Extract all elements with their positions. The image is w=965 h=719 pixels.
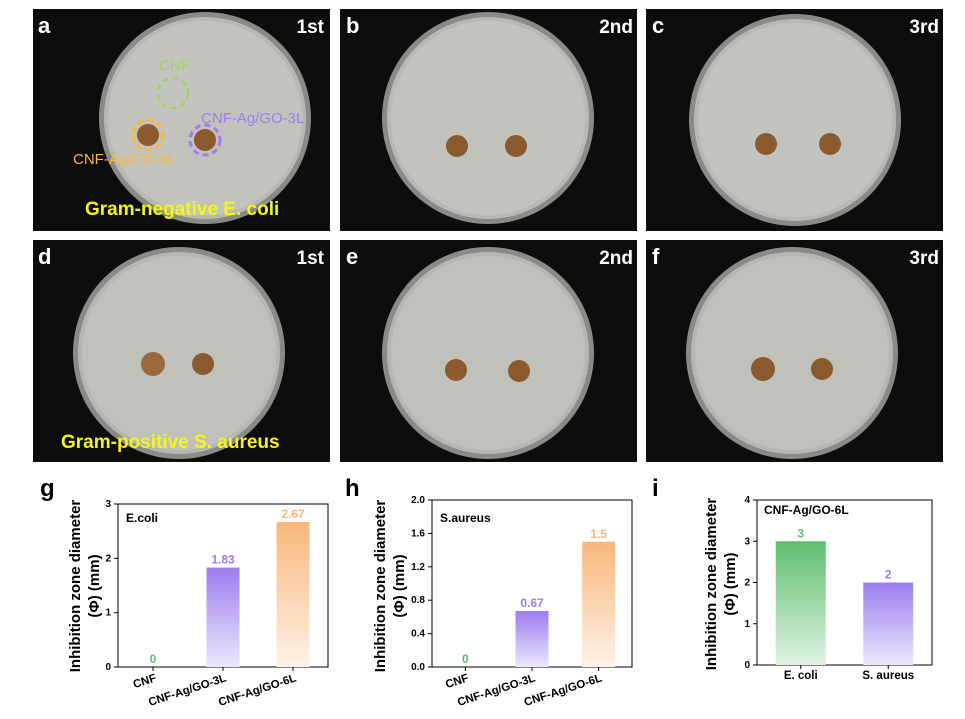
petri-dish-illustration <box>73 247 285 459</box>
round-label-b: 2nd <box>599 17 633 38</box>
value-label: 0 <box>462 652 469 666</box>
chart-title: S.aureus <box>440 511 491 525</box>
panel-label-d: d <box>38 244 52 269</box>
y-tick-label: 0.8 <box>411 595 425 606</box>
bar <box>206 567 240 667</box>
x-tick-label: CNF <box>132 672 158 691</box>
caption-gram-positive: Gram-positive S. aureus <box>61 432 280 453</box>
value-label: 1.5 <box>590 527 607 541</box>
round-label-a: 1st <box>296 17 324 38</box>
petri-photo-a: CNF CNF-Ag/GO-3L CNF-Ag/GO-6L a 1st Gram… <box>33 9 330 231</box>
y-axis-label-line: Inhibition zone diameter <box>67 500 84 673</box>
chart-title: CNF-Ag/GO-6L <box>764 503 849 517</box>
petri-dish-illustration <box>686 247 898 459</box>
y-tick-label: 2 <box>105 553 111 564</box>
round-label-c: 3rd <box>909 17 939 38</box>
value-label: 0 <box>150 652 157 666</box>
y-tick-label: 0 <box>105 662 111 673</box>
annotation-ag3: CNF-Ag/GO-3L <box>201 110 304 127</box>
y-axis-label: Inhibition zone diameter (Φ) (mm) <box>67 500 103 673</box>
y-tick-label: 2 <box>744 578 750 589</box>
x-tick-label: S. aureus <box>862 670 914 682</box>
y-tick-label: 3 <box>105 499 111 510</box>
petri-photo-f: f 3rd <box>646 240 943 462</box>
round-label-f: 3rd <box>909 248 939 269</box>
panel-label-h: h <box>345 475 360 502</box>
x-tick-label: CNF <box>444 672 470 691</box>
y-tick-label: 1 <box>105 608 111 619</box>
y-tick-label: 3 <box>744 536 750 547</box>
round-label-d: 1st <box>296 248 324 269</box>
panel-label-i: i <box>652 475 659 502</box>
bar <box>276 521 310 667</box>
panel-label-g: g <box>40 475 55 502</box>
bar <box>515 611 549 667</box>
y-axis-label-line: Inhibition zone diameter <box>372 500 389 673</box>
chart-title: E.coli <box>126 511 158 525</box>
value-label: 1.83 <box>211 553 235 567</box>
panel-label-f: f <box>652 244 660 269</box>
panel-label-b: b <box>346 13 360 38</box>
y-axis-label-line: (Φ) (mm) <box>391 554 408 617</box>
petri-dish-illustration <box>689 14 901 226</box>
bar-chart-i: 0 1 2 3 4 3 E. coli 2 S. aureus CNF-Ag/GO-6L Inhib… <box>703 495 933 682</box>
y-axis-label: Inhibition zone diameter (Φ) (mm) <box>372 500 408 673</box>
y-tick-label: 1 <box>744 619 750 630</box>
bar-chart-h: 0.00.40.81.21.62.00CNF0.67CNF-Ag/GO-3L1.… <box>372 495 633 709</box>
petri-dish-illustration <box>382 247 594 459</box>
x-tick-label: CNF-Ag/GO-3L <box>147 672 228 708</box>
y-tick-label: 2.0 <box>411 495 425 506</box>
value-label: 3 <box>797 526 804 540</box>
x-tick-label: CNF-Ag/GO-6L <box>217 672 298 708</box>
petri-photo-d: d 1st Gram-positive S. aureus <box>33 240 330 462</box>
petri-photo-b: b 2nd <box>340 9 637 231</box>
y-axis-label-line: (Φ) (mm) <box>722 552 739 615</box>
bar <box>863 582 914 665</box>
bar <box>775 541 826 665</box>
panel-label-a: a <box>38 13 51 38</box>
caption-gram-negative: Gram-negative E. coli <box>85 199 280 220</box>
y-tick-label: 0 <box>744 660 750 671</box>
petri-dish-illustration: CNF CNF-Ag/GO-3L CNF-Ag/GO-6L <box>73 12 311 224</box>
y-axis-label-line: Inhibition zone diameter <box>703 498 720 671</box>
petri-photo-e: e 2nd <box>340 240 637 462</box>
value-label: 2 <box>885 568 892 582</box>
y-axis-label-line: (Φ) (mm) <box>86 554 103 617</box>
panel-label-c: c <box>652 13 665 38</box>
petri-dish-illustration <box>382 12 594 224</box>
y-tick-label: 0.4 <box>411 629 425 640</box>
y-tick-label: 4 <box>744 495 750 506</box>
y-tick-label: 0.0 <box>411 662 425 673</box>
annotation-cnf: CNF <box>159 57 190 74</box>
value-label: 0.67 <box>520 596 544 610</box>
y-axis-label: Inhibition zone diameter (Φ) (mm) <box>703 498 739 671</box>
value-label: 2.67 <box>281 507 305 521</box>
y-tick-label: 1.2 <box>411 562 425 573</box>
bar <box>582 541 616 667</box>
y-tick-label: 1.6 <box>411 528 425 539</box>
annotation-ag6: CNF-Ag/GO-6L <box>73 151 176 168</box>
petri-photo-c: c 3rd <box>646 9 943 231</box>
bar-chart-g: 0 1 2 3 0 CNF 1.83 CNF-Ag/GO-3L 2.67 CNF-Ag/GO-6L… <box>67 499 329 709</box>
x-tick-label: E. coli <box>784 670 818 682</box>
panel-label-e: e <box>346 244 359 269</box>
round-label-e: 2nd <box>599 248 633 269</box>
